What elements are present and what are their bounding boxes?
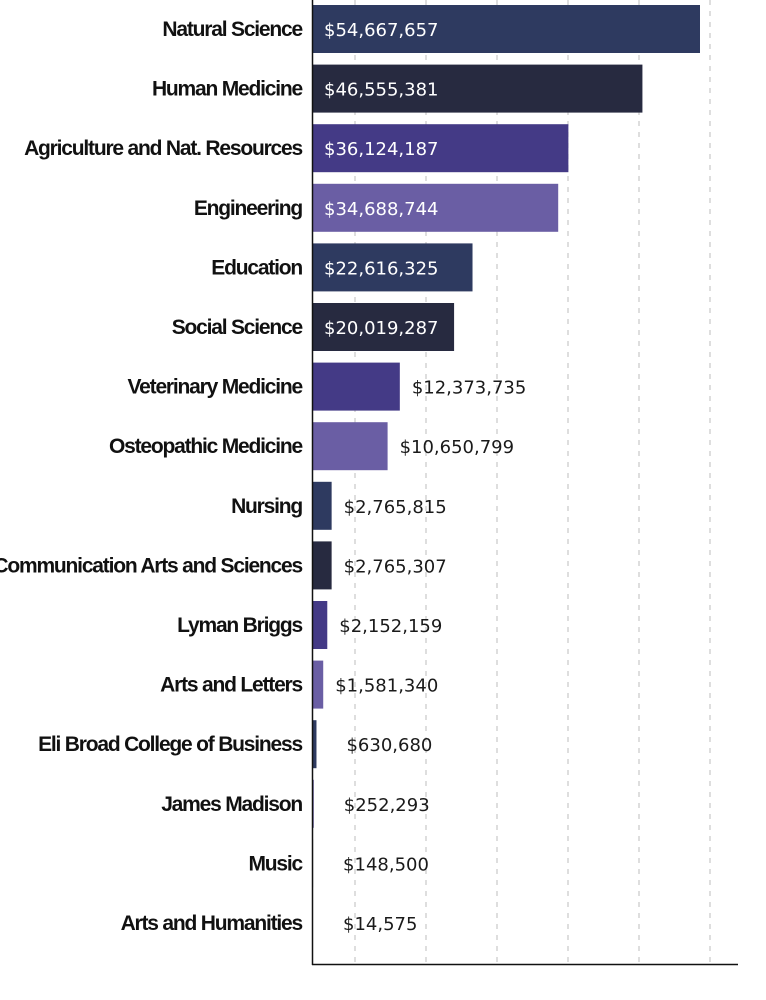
value-label: $34,688,744 xyxy=(324,199,439,220)
bar xyxy=(312,124,569,173)
value-label: $1,581,340 xyxy=(335,676,438,697)
category-label: Veterinary Medicine xyxy=(128,376,303,399)
category-label: Nursing xyxy=(231,495,302,518)
category-label: Agriculture and Nat. Resources xyxy=(24,137,302,160)
bar xyxy=(312,5,700,53)
bar xyxy=(312,183,559,232)
bar xyxy=(312,303,455,351)
value-label: $2,765,815 xyxy=(344,497,447,518)
bar xyxy=(312,541,332,590)
category-label: Natural Science xyxy=(162,18,302,41)
category-label: Osteopathic Medicine xyxy=(109,435,303,458)
category-label: Eli Broad College of Business xyxy=(38,733,302,756)
value-label: $20,019,287 xyxy=(324,318,439,339)
bar xyxy=(312,601,328,649)
value-label: $12,373,735 xyxy=(412,378,527,399)
category-label: Arts and Letters xyxy=(160,674,302,697)
value-labels: $54,667,657 $46,555,381 $36,124,187 $34,688… xyxy=(324,20,526,935)
category-label: Arts and Humanities xyxy=(121,912,303,935)
category-labels: Natural Science Human Medicine Agriculture… xyxy=(0,18,305,935)
category-label: James Madison xyxy=(161,793,302,816)
value-label: $10,650,799 xyxy=(400,437,515,458)
category-label: Human Medicine xyxy=(152,78,303,101)
bar xyxy=(312,481,332,530)
category-label: Lyman Briggs xyxy=(177,614,302,637)
category-label: Music xyxy=(248,852,303,875)
value-label: $22,616,325 xyxy=(324,258,439,279)
bar xyxy=(312,362,400,411)
value-label: $36,124,187 xyxy=(324,139,439,160)
value-label: $630,680 xyxy=(346,735,432,756)
bar xyxy=(312,720,317,769)
category-label: Social Science xyxy=(172,316,303,339)
value-label: $46,555,381 xyxy=(324,80,439,101)
category-label: Communication Arts and Sciences xyxy=(0,554,303,577)
value-label: $2,765,307 xyxy=(344,556,447,577)
category-label: Engineering xyxy=(194,197,303,220)
bar xyxy=(312,660,324,709)
value-label: $252,293 xyxy=(344,795,430,816)
bars xyxy=(312,5,700,947)
value-label: $148,500 xyxy=(343,854,429,875)
value-label: $14,575 xyxy=(343,914,417,935)
bar xyxy=(312,64,643,113)
category-label: Education xyxy=(211,256,302,279)
bar xyxy=(312,243,473,292)
value-label: $54,667,657 xyxy=(324,20,439,41)
bar xyxy=(312,422,388,471)
value-label: $2,152,159 xyxy=(339,616,442,637)
